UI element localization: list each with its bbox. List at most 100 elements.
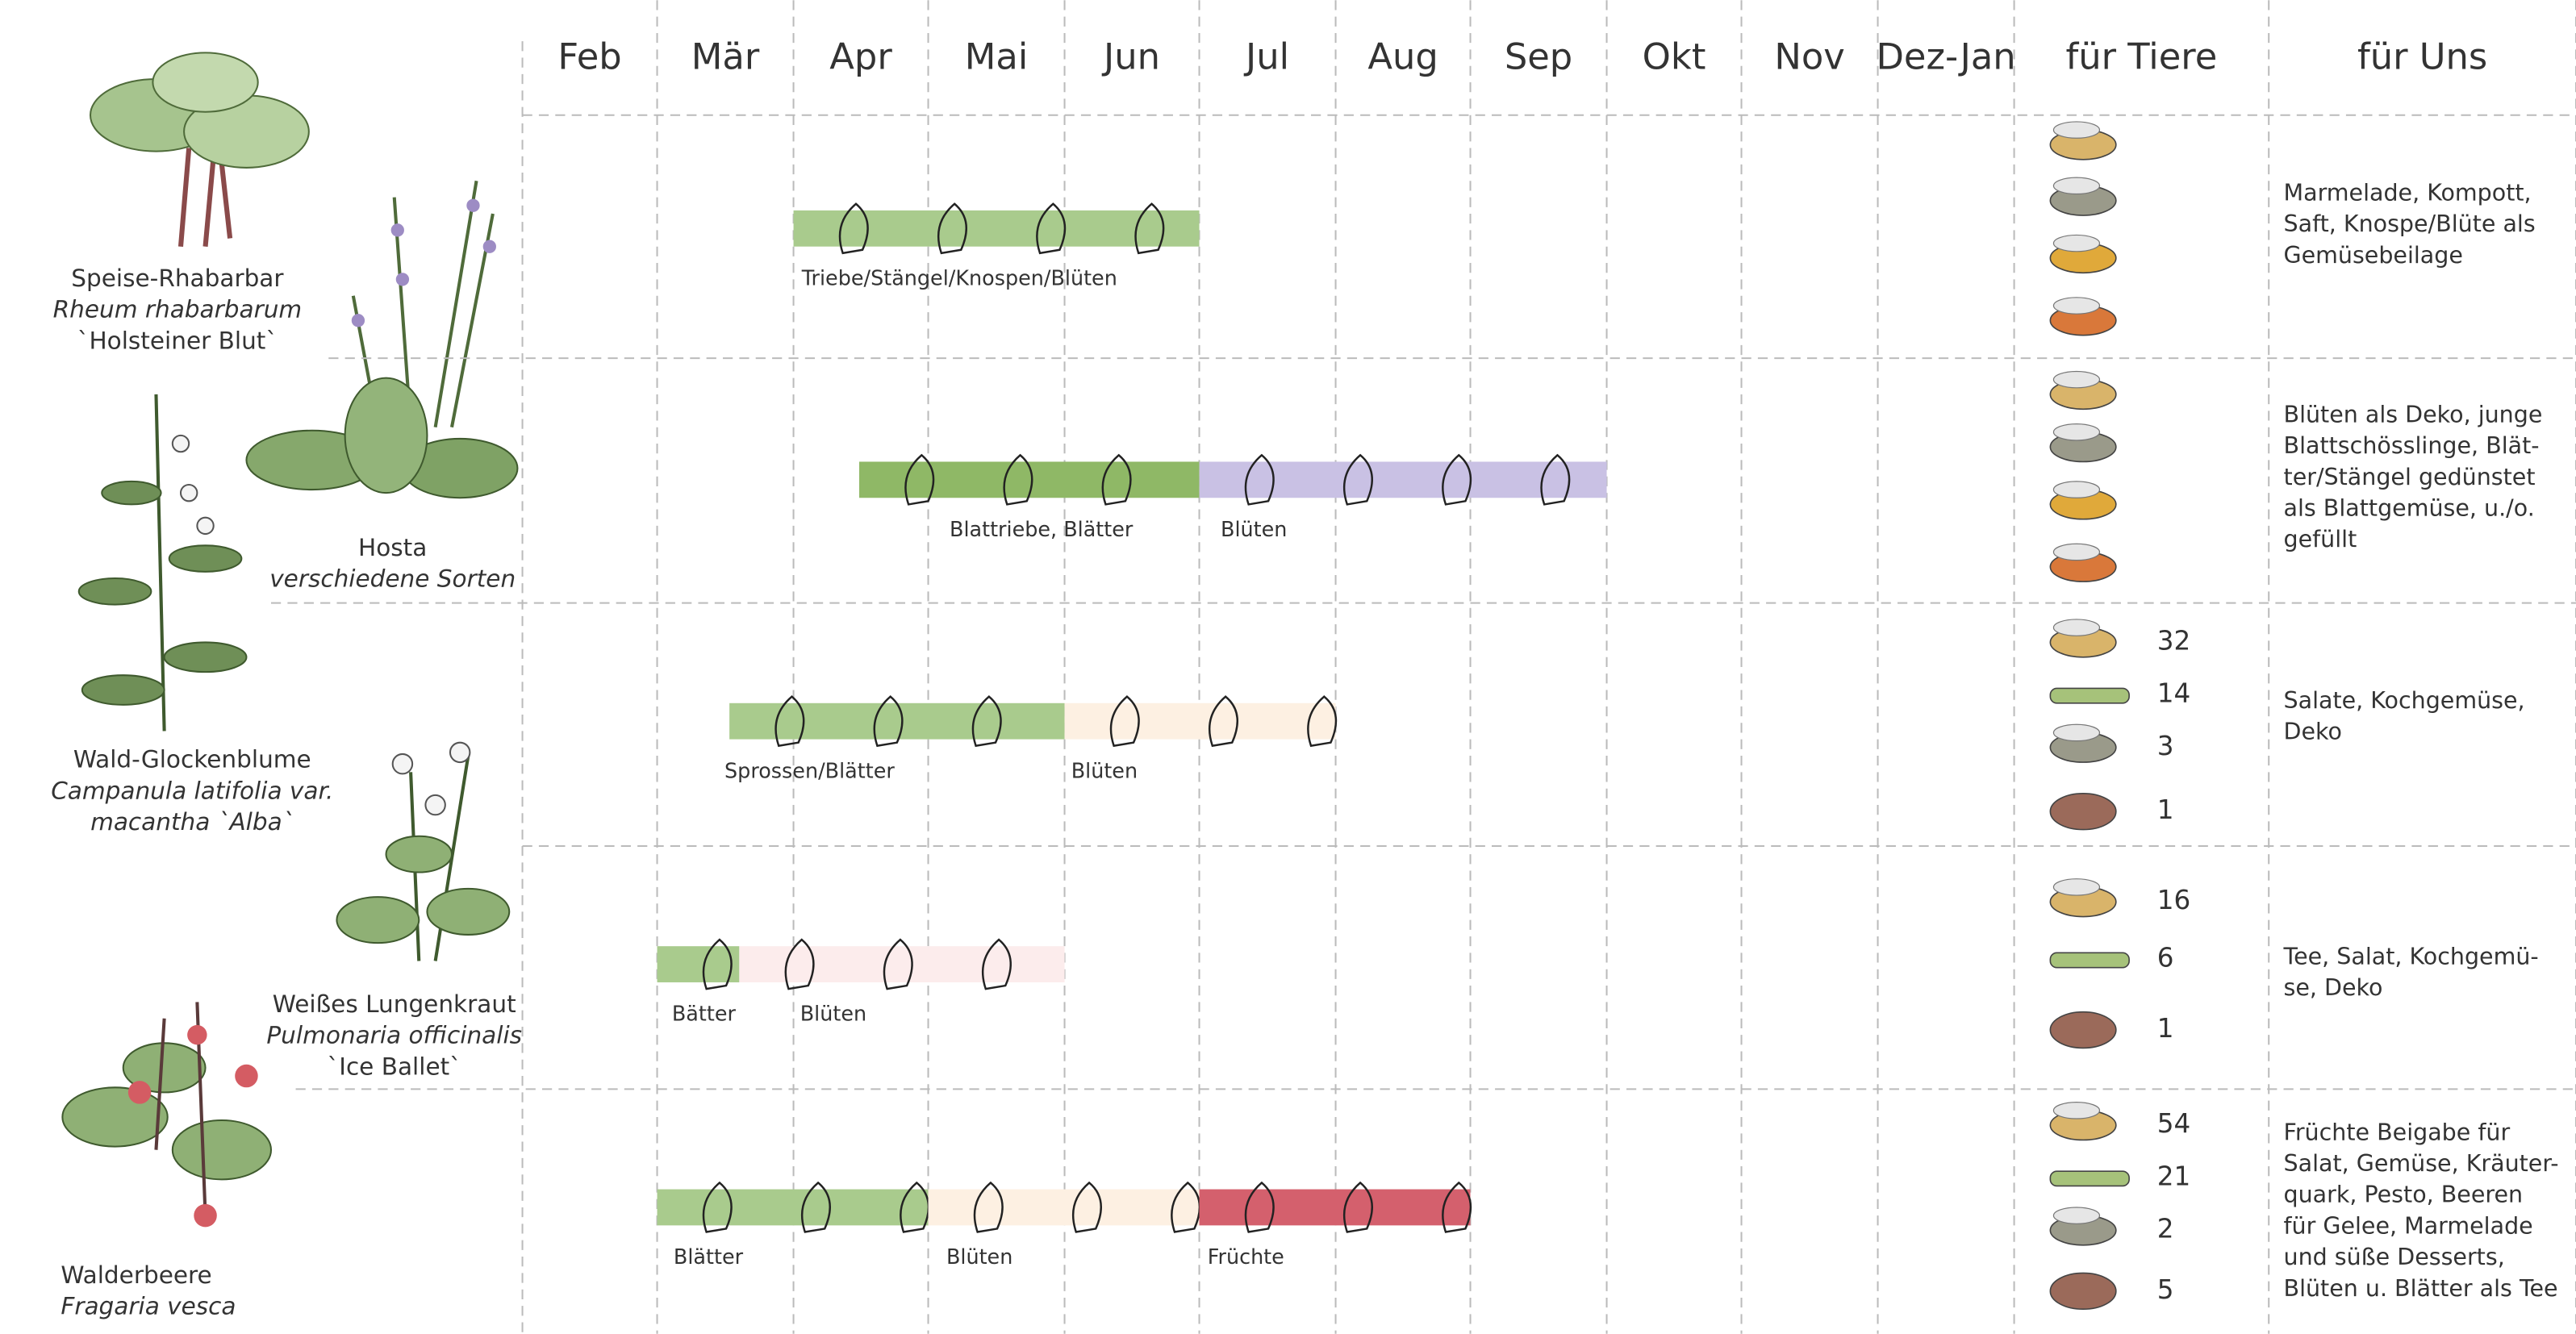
uses-text: Früchte Beigabe für — [2284, 1119, 2511, 1145]
uses-text: und süße Desserts, — [2284, 1244, 2505, 1270]
animal-count: 21 — [2157, 1161, 2190, 1191]
plant-label: Walderbeere — [61, 1261, 211, 1289]
lungwort-illustration — [336, 743, 509, 961]
animal-wing — [2053, 879, 2099, 895]
harvest-bar — [929, 1190, 1200, 1226]
animal-wing — [2053, 122, 2099, 138]
animal-count: 1 — [2157, 794, 2174, 825]
animal-wing — [2053, 298, 2099, 314]
animal-wing — [2053, 544, 2099, 560]
uses-text: für Gelee, Marmelade — [2284, 1212, 2533, 1239]
uses-text: gefüllt — [2284, 526, 2357, 552]
animal-icon — [2050, 794, 2115, 830]
animal-wing — [2053, 481, 2099, 498]
bellflower-illustration — [79, 394, 247, 731]
harvest-bar — [1200, 1190, 1471, 1226]
uses-text: Blüten u. Blätter als Tee — [2284, 1275, 2558, 1302]
animal-count: 54 — [2157, 1108, 2190, 1139]
uses-text: ter/Stängel gedünstet — [2284, 464, 2536, 490]
plant-label: Rheum rhabarbarum — [53, 296, 303, 323]
header-label: für Tiere — [2066, 35, 2218, 78]
month-label: Apr — [829, 35, 892, 78]
uses-text: Blattschösslinge, Blät- — [2284, 432, 2540, 459]
month-label: Mai — [965, 35, 1029, 78]
plant-label: Wald-Glockenblume — [73, 746, 311, 773]
harvest-bar — [739, 946, 1064, 982]
uses-text: se, Deko — [2284, 974, 2383, 1001]
plant-label: Pulmonaria officinalis — [266, 1022, 522, 1049]
plant-label: `Ice Ballet` — [327, 1053, 461, 1080]
plant-label: Campanula latifolia var. — [51, 777, 333, 804]
harvest-bar — [1065, 703, 1336, 740]
animal-count: 5 — [2157, 1274, 2174, 1305]
animal-count: 14 — [2157, 678, 2190, 709]
animal-wing — [2053, 1207, 2099, 1224]
rhubarb-illustration — [90, 52, 309, 246]
plant-label: Weißes Lungenkraut — [273, 990, 516, 1018]
uses-text: quark, Pesto, Beeren — [2284, 1182, 2524, 1208]
uses-text: Marmelade, Kompott, — [2284, 180, 2532, 206]
animal-wing — [2053, 1103, 2099, 1119]
month-label: Nov — [1774, 35, 1844, 78]
animal-icon — [2050, 688, 2129, 702]
bar-label: Blüten — [1071, 759, 1138, 783]
harvest-bar — [794, 211, 1200, 247]
bar-label: Blüten — [1221, 518, 1287, 542]
bar-label: Triebe/Stängel/Knospen/Blüten — [801, 266, 1117, 290]
harvest-bar — [658, 946, 740, 982]
animal-count: 32 — [2157, 625, 2190, 656]
harvest-bar — [1200, 461, 1607, 498]
animal-icon — [2050, 1171, 2129, 1186]
animal-count: 3 — [2157, 731, 2174, 761]
hosta-illustration — [246, 181, 517, 498]
month-label: Aug — [1367, 35, 1438, 78]
animal-wing — [2053, 724, 2099, 740]
month-label: Okt — [1643, 35, 1706, 78]
month-label: Mär — [691, 35, 760, 78]
month-label: Jun — [1101, 35, 1160, 78]
strawberry-illustration — [62, 1002, 271, 1227]
uses-text: Deko — [2284, 718, 2342, 744]
uses-text: Gemüsebeilage — [2284, 242, 2463, 269]
plant-label: `Holsteiner Blut` — [77, 327, 278, 354]
month-label: Dez-Jan — [1876, 35, 2015, 78]
plant-label: macantha `Alba` — [90, 808, 294, 836]
animal-wing — [2053, 371, 2099, 387]
bar-label: Blüten — [800, 1003, 866, 1027]
bar-label: Bätter — [672, 1003, 737, 1027]
plant-illustrations — [62, 52, 517, 1227]
animal-icon — [2050, 1273, 2115, 1309]
harvest-bar — [658, 1190, 929, 1226]
month-label: Sep — [1505, 35, 1572, 78]
plant-label: Speise-Rhabarbar — [71, 265, 284, 292]
animal-icon — [2050, 1012, 2115, 1048]
animal-wing — [2053, 619, 2099, 636]
uses-text: Salat, Gemüse, Kräuter- — [2284, 1150, 2559, 1177]
animal-count: 1 — [2157, 1013, 2174, 1044]
harvest-bar — [729, 703, 1064, 740]
uses-text: Tee, Salat, Kochgemü- — [2283, 943, 2539, 969]
plant-label: verschiedene Sorten — [269, 565, 516, 593]
uses-text: Saft, Knospe/Blüte als — [2284, 211, 2536, 237]
animal-wing — [2053, 235, 2099, 251]
animal-wing — [2053, 177, 2099, 194]
uses-text: als Blattgemüse, u./o. — [2284, 495, 2535, 522]
bar-label: Blattriebe, Blätter — [950, 518, 1134, 542]
plant-label: Hosta — [358, 534, 427, 561]
bar-label: Blüten — [946, 1245, 1012, 1269]
harvest-calendar: Feb Mär Apr Mai Jun Jul Aug Sep Okt Nov Dez-Jan für… — [0, 0, 2576, 1334]
animal-wing — [2053, 424, 2099, 440]
plant-label: Fragaria vesca — [61, 1293, 236, 1320]
animal-count: 16 — [2157, 885, 2190, 915]
animal-icon — [2050, 953, 2129, 967]
animal-count: 2 — [2157, 1213, 2174, 1244]
uses-text: Salate, Kochgemüse, — [2284, 687, 2525, 714]
bar-label: Blätter — [674, 1245, 744, 1269]
uses-text: Blüten als Deko, junge — [2284, 401, 2543, 427]
month-label: Jul — [1243, 35, 1289, 78]
month-label: Feb — [557, 35, 621, 78]
header-label: für Uns — [2357, 35, 2487, 78]
animal-count: 6 — [2157, 942, 2174, 973]
bar-label: Früchte — [1208, 1245, 1284, 1269]
bar-label: Sprossen/Blätter — [724, 759, 895, 783]
